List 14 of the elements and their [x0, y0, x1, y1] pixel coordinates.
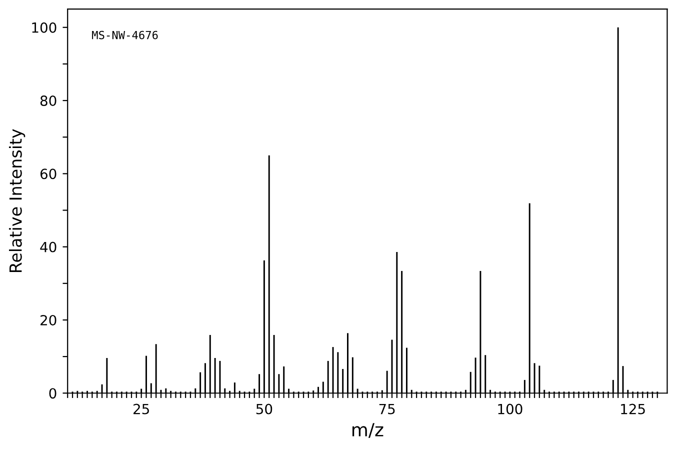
y-tick-label: 40: [40, 242, 56, 252]
y-tick-label: 20: [40, 314, 56, 326]
y-tick-label: 100: [32, 22, 56, 33]
x-axis-title: m/z: [352, 423, 384, 438]
x-tick-label: 125: [621, 404, 645, 414]
y-axis-title: Relative Intensity: [8, 129, 26, 272]
y-tick-label: 60: [40, 168, 56, 180]
x-tick-label: 75: [379, 404, 395, 414]
annotation: MS-NW-4676: [92, 30, 158, 40]
x-tick-label: 25: [134, 404, 149, 414]
x-tick-label: 50: [256, 404, 272, 414]
x-tick-label: 100: [498, 404, 522, 414]
y-tick-label: 0: [49, 388, 56, 399]
y-tick-label: 80: [40, 96, 56, 106]
